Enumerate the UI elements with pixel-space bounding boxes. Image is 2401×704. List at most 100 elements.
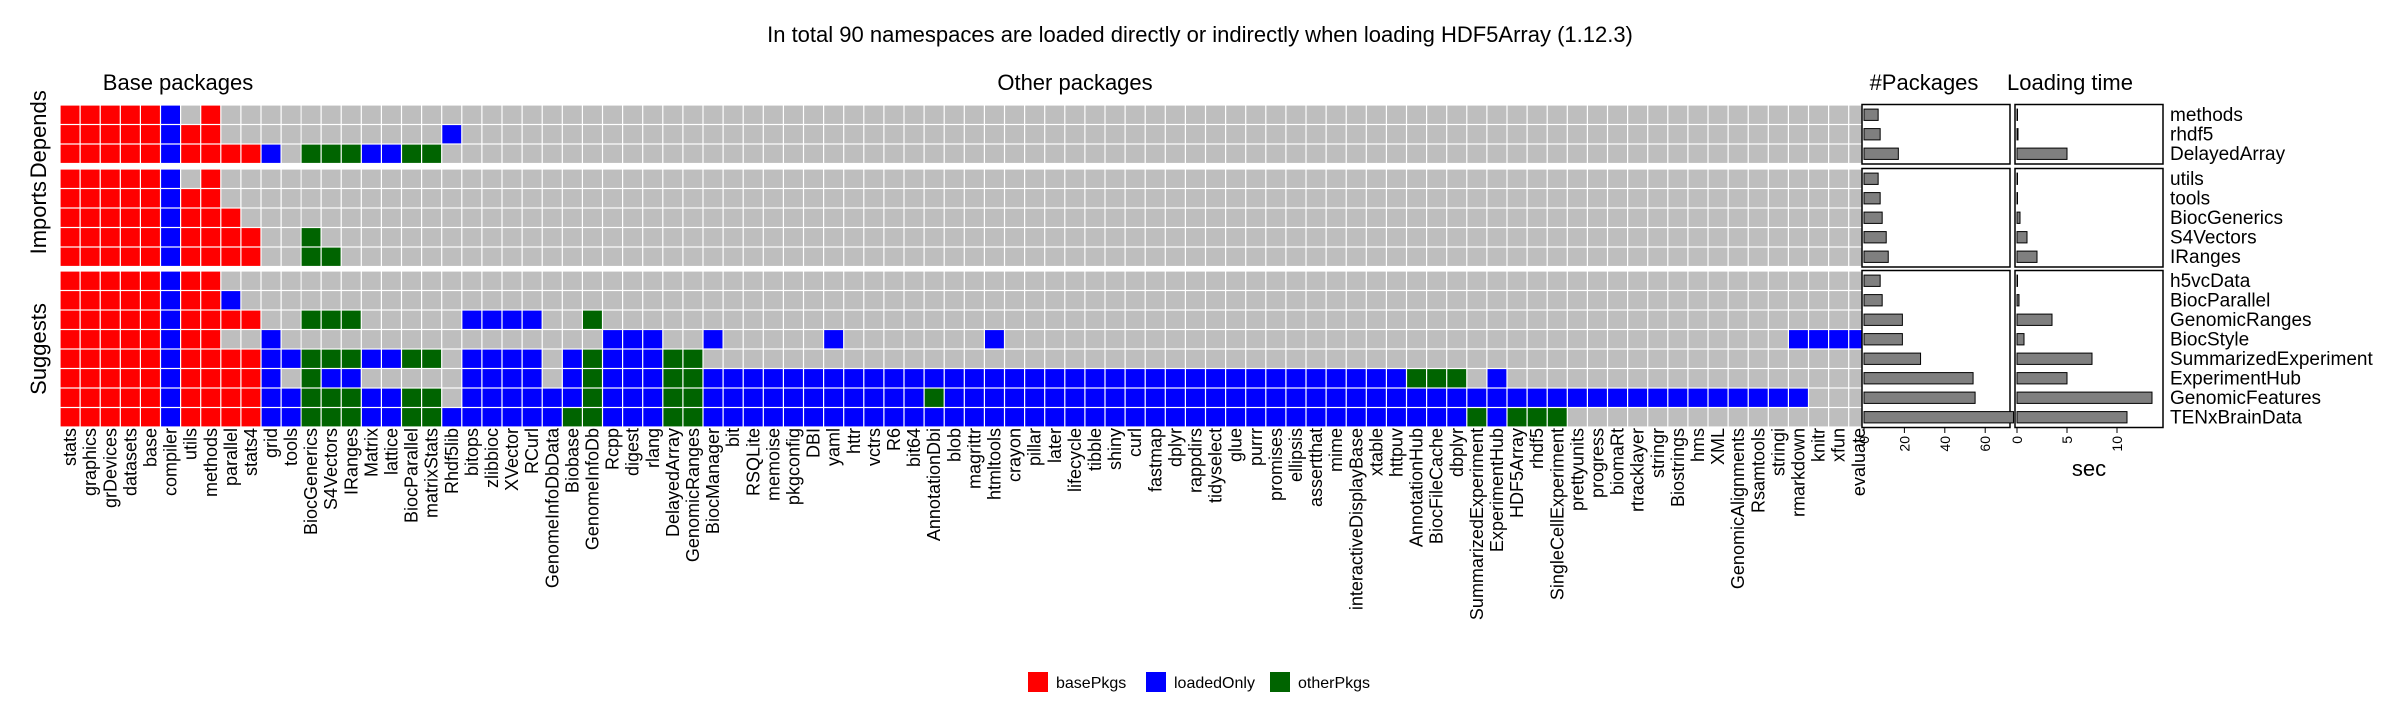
cell-genomicranges-utils (181, 310, 201, 329)
cell-genomicfeatures-knitr (1809, 388, 1828, 407)
column-label-hdf5array: HDF5Array (1507, 428, 1527, 518)
cell-delayedarray-bit (723, 144, 743, 163)
cell-methods-yaml (824, 105, 844, 124)
cell-rhdf5-biomart (1608, 125, 1627, 144)
cell-biocstyle-base (141, 330, 160, 349)
cell-h5vcdata-rsqlite (743, 271, 763, 290)
cell-genomicfeatures-biobase (562, 388, 582, 407)
cell-delayedarray-matrixstats (422, 144, 442, 163)
cell-biocparallel-genomeinfodb (583, 291, 602, 310)
cell-iranges-dbplyr (1447, 247, 1467, 266)
cell-biocgenerics-shiny (1105, 208, 1125, 227)
cell-h5vcdata-grdevices (100, 271, 120, 290)
cell-iranges-purrr (1246, 247, 1266, 266)
cell-experimenthub-stats4 (241, 369, 261, 388)
cell-h5vcdata-utils (181, 271, 201, 290)
cell-methods-rsqlite (743, 105, 763, 124)
cell-tenxbraindata-rcpp (603, 408, 622, 427)
cell-methods-matrix (361, 105, 381, 124)
cell-methods-rlang (643, 105, 663, 124)
cell-experimenthub-magrittr (964, 369, 984, 388)
cell-genomicranges-rtracklayer (1628, 310, 1648, 329)
cell-tenxbraindata-purrr (1246, 408, 1266, 427)
cell-tools-htmltools (985, 189, 1004, 208)
cell-utils-biobase (562, 169, 582, 188)
cell-experimenthub-graphics (80, 369, 100, 388)
cell-tenxbraindata-matrixstats (422, 408, 442, 427)
cell-experimenthub-hdf5array (1507, 369, 1527, 388)
cell-s4vectors-biocgenerics (301, 228, 321, 247)
cell-iranges-methods (201, 247, 221, 266)
cell-summarizedexperiment-rsamtools (1748, 349, 1768, 368)
row-label-iranges: IRanges (2170, 247, 2241, 268)
cell-tenxbraindata-promises (1266, 408, 1286, 427)
cell-experimenthub-htmltools (985, 369, 1004, 388)
cell-s4vectors-fastmap (1145, 228, 1165, 247)
cell-iranges-prettyunits (1567, 247, 1587, 266)
cell-h5vcdata-curl (1125, 271, 1145, 290)
time-bar-rhdf5 (2016, 128, 2019, 141)
cell-genomicfeatures-xfun (1829, 388, 1849, 407)
cell-h5vcdata-genomeinfodbdata (542, 271, 562, 290)
cell-rhdf5-tidyselect (1206, 125, 1225, 144)
cell-summarizedexperiment-grdevices (100, 349, 120, 368)
cell-methods-mime (1326, 105, 1346, 124)
cell-tools-rcpp (603, 189, 622, 208)
cell-tools-r6 (884, 189, 904, 208)
cell-tenxbraindata-blob (944, 408, 964, 427)
heatmap-cells (60, 105, 1869, 427)
cell-tenxbraindata-experimenthub (1487, 408, 1507, 427)
cell-biocgenerics-genomicranges (683, 208, 703, 227)
cell-rhdf5-utils (181, 125, 201, 144)
cell-genomicfeatures-bitops (462, 388, 482, 407)
cell-summarizedexperiment-genomeinfodb (583, 349, 602, 368)
cell-utils-grid (261, 169, 281, 188)
cell-utils-annotationdbi (924, 169, 944, 188)
cell-biocgenerics-rlang (643, 208, 663, 227)
legend-label-basepkgs: basePkgs (1056, 675, 1126, 692)
cell-genomicfeatures-htmltools (985, 388, 1004, 407)
cell-tenxbraindata-stringi (1768, 408, 1788, 427)
cell-biocstyle-rcpp (603, 330, 622, 349)
cell-delayedarray-ellipsis (1286, 144, 1306, 163)
cell-biocstyle-glue (1226, 330, 1246, 349)
cell-s4vectors-rcurl (522, 228, 542, 247)
cell-tools-bit (723, 189, 743, 208)
cell-biocstyle-httr (844, 330, 864, 349)
cell-delayedarray-glue (1226, 144, 1246, 163)
cell-rhdf5-hdf5array (1507, 125, 1527, 144)
cell-h5vcdata-stats (60, 271, 80, 290)
cell-rhdf5-datasets (120, 125, 140, 144)
cell-rhdf5-memoise (763, 125, 783, 144)
column-label-shiny: shiny (1105, 428, 1125, 470)
cell-h5vcdata-biocfilecache (1427, 271, 1447, 290)
cell-delayedarray-tibble (1085, 144, 1105, 163)
cell-tools-shiny (1105, 189, 1125, 208)
cell-genomicranges-pillar (1025, 310, 1045, 329)
cell-tools-httr (844, 189, 864, 208)
cell-tenxbraindata-rhdf5 (1527, 408, 1547, 427)
cell-biocparallel-iranges (341, 291, 361, 310)
cell-utils-tools (281, 169, 301, 188)
cell-biocparallel-parallel (221, 291, 241, 310)
cell-biocparallel-rsqlite (743, 291, 763, 310)
cell-biocparallel-rhdf5lib (442, 291, 462, 310)
cell-rhdf5-stats4 (241, 125, 261, 144)
cell-tools-pkgconfig (784, 189, 803, 208)
cell-experimenthub-httr (844, 369, 864, 388)
cell-biocstyle-dbplyr (1447, 330, 1467, 349)
cell-utils-datasets (120, 169, 140, 188)
cell-h5vcdata-tools (281, 271, 301, 290)
cell-methods-interactivedisplaybase (1346, 105, 1366, 124)
cell-tenxbraindata-rappdirs (1186, 408, 1205, 427)
cell-biocparallel-tidyselect (1206, 291, 1225, 310)
cell-biocparallel-curl (1125, 291, 1145, 310)
cell-delayedarray-fastmap (1145, 144, 1165, 163)
cell-biocparallel-stringr (1648, 291, 1668, 310)
cell-genomicranges-rsqlite (743, 310, 763, 329)
cell-biocgenerics-r6 (884, 208, 904, 227)
cell-delayedarray-xvector (502, 144, 522, 163)
cell-genomicfeatures-rtracklayer (1628, 388, 1648, 407)
cell-delayedarray-yaml (824, 144, 844, 163)
cell-biocparallel-shiny (1105, 291, 1125, 310)
